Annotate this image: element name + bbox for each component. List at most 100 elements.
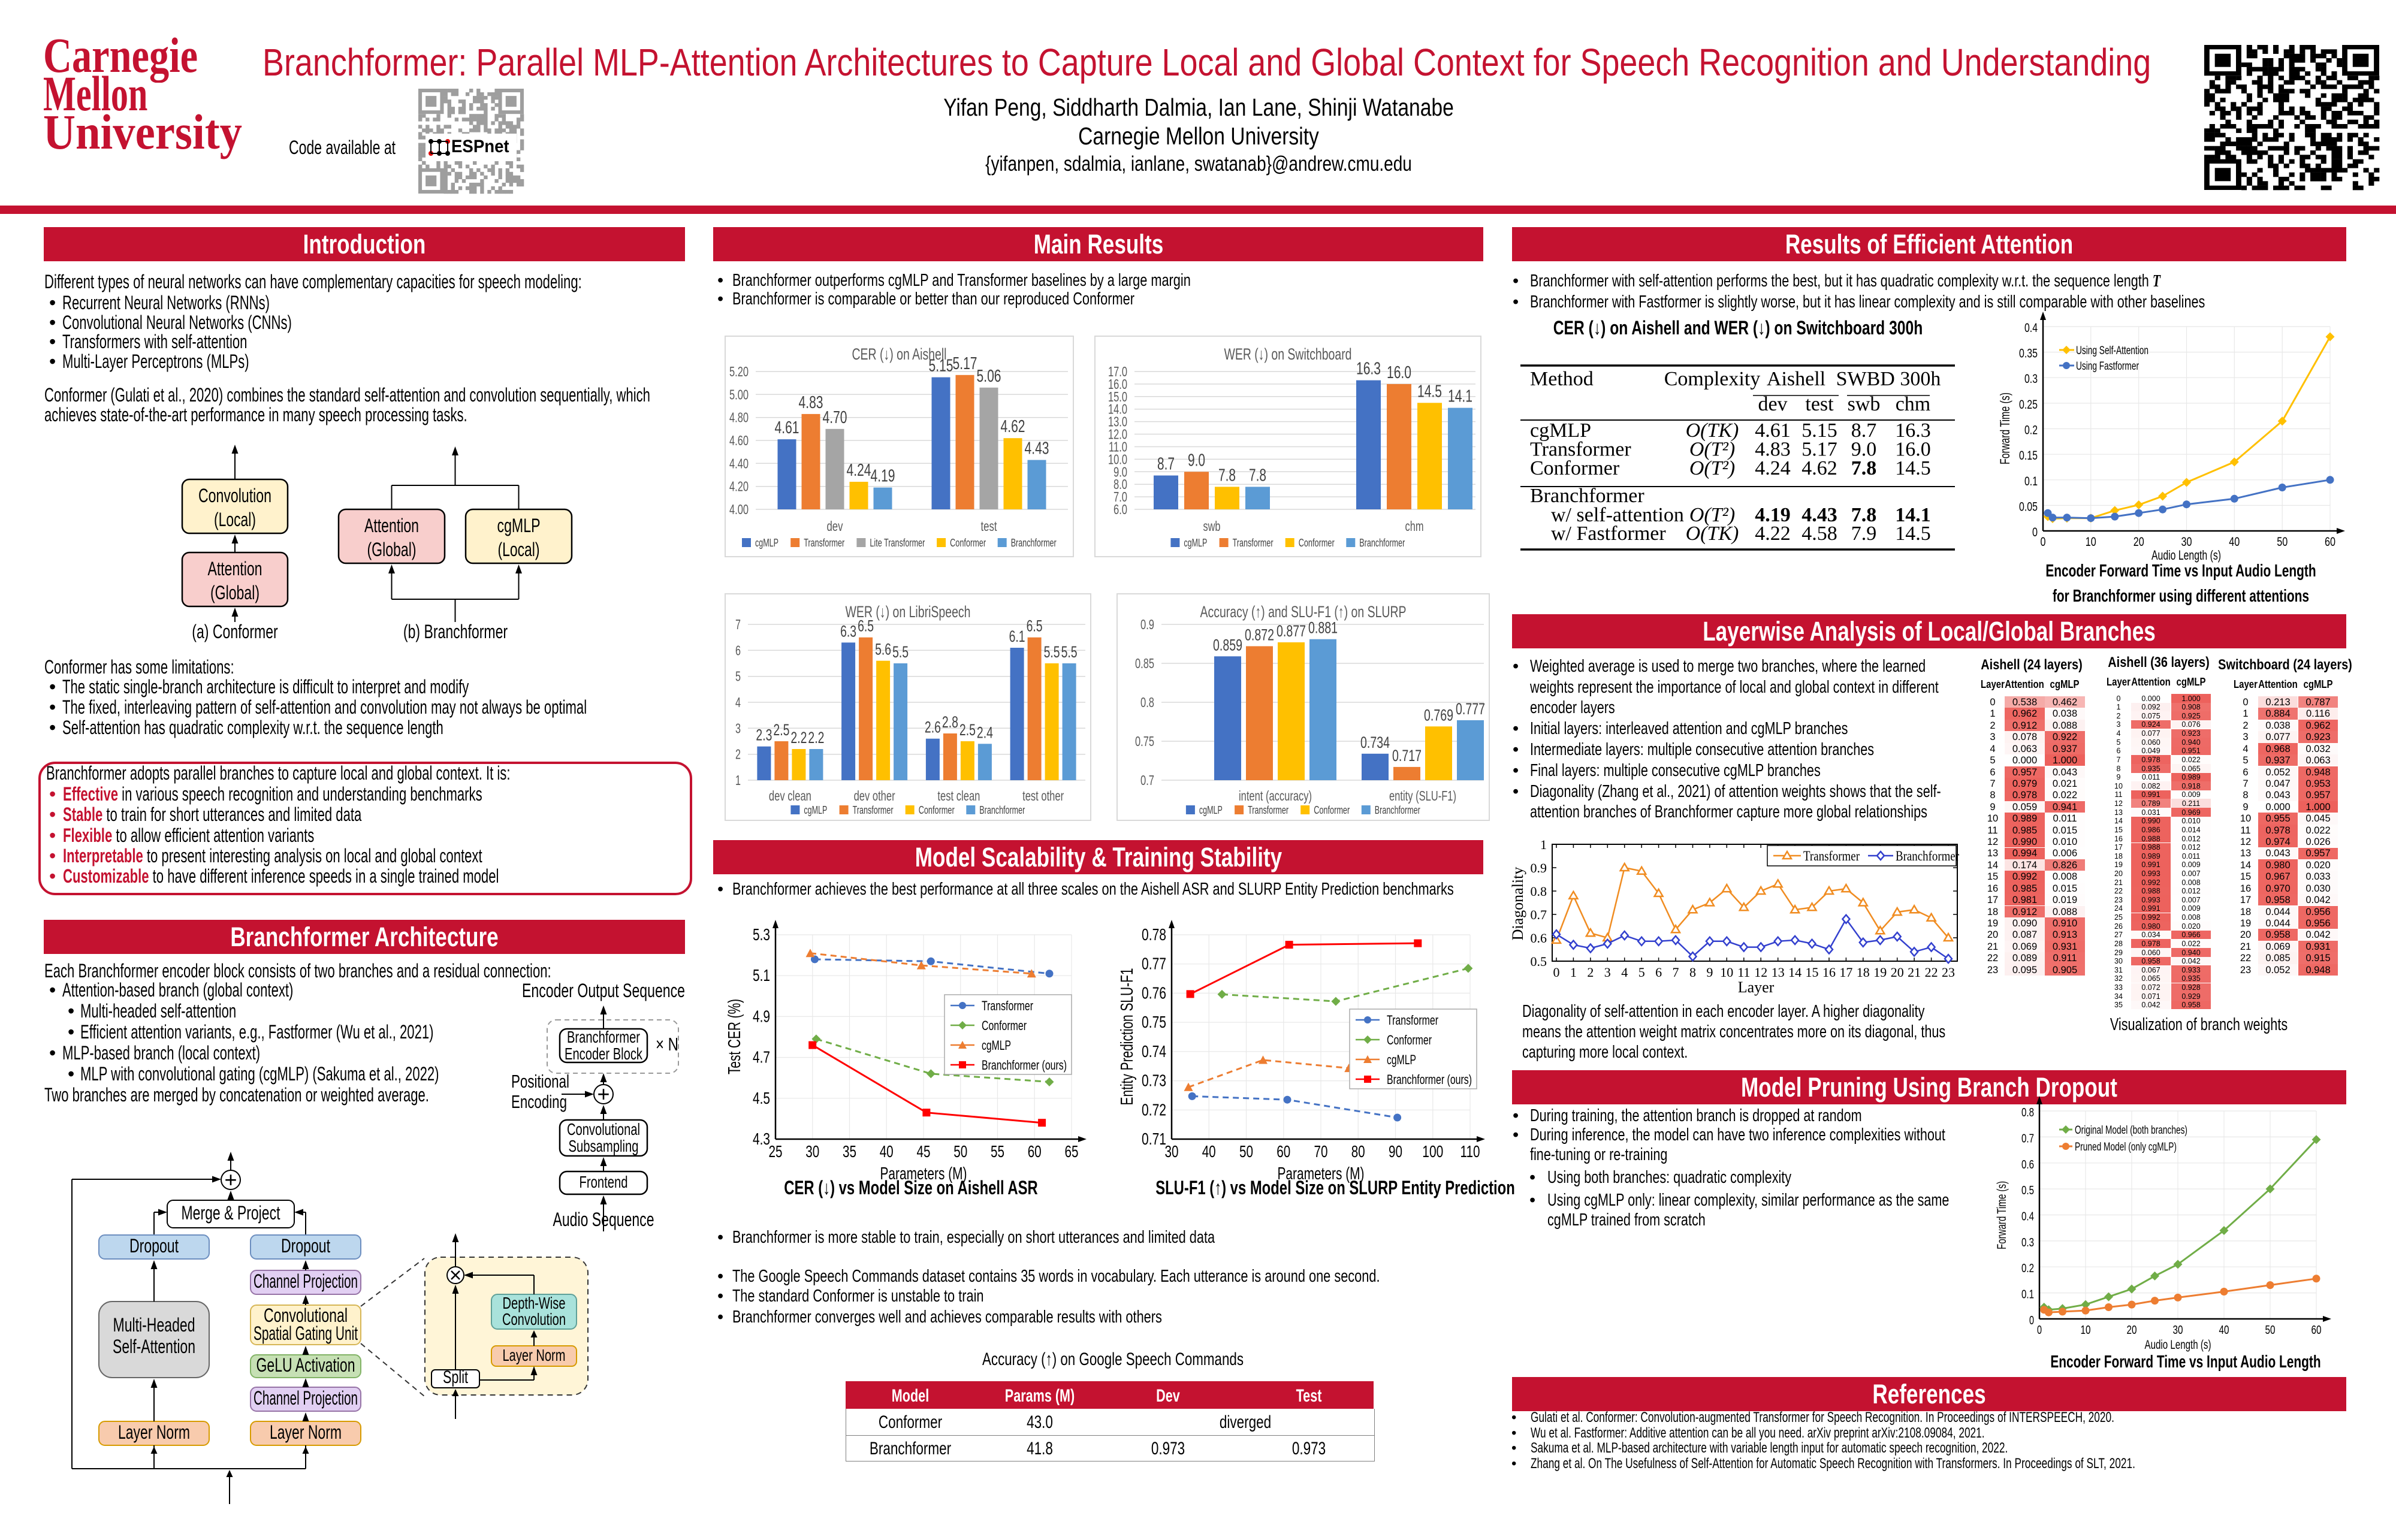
svg-text:Transformer: Transformer	[1803, 848, 1860, 863]
svg-text:Transformer: Transformer	[982, 998, 1033, 1013]
svg-text:8: 8	[1689, 965, 1696, 980]
svg-text:Branchformer: Branchformer	[1375, 804, 1420, 816]
svg-text:4.9: 4.9	[753, 1007, 770, 1025]
svg-text:0.1: 0.1	[2021, 1288, 2034, 1302]
svg-text:4.60: 4.60	[729, 433, 749, 448]
svg-text:Attention: Attention	[364, 515, 419, 536]
svg-text:60: 60	[1277, 1142, 1290, 1161]
svg-text:0.6: 0.6	[2021, 1158, 2034, 1171]
svg-text:Branchformer: Branchformer	[979, 804, 1025, 816]
svg-text:cgMLP: cgMLP	[804, 804, 827, 816]
svg-text:11.0: 11.0	[1109, 439, 1127, 455]
svg-text:Branchformer: Branchformer	[567, 1028, 640, 1046]
svg-text:10.0: 10.0	[1108, 451, 1127, 467]
svg-text:Multi-Headed: Multi-Headed	[113, 1314, 195, 1336]
svg-text:40: 40	[880, 1142, 894, 1161]
svg-text:0.75: 0.75	[1135, 733, 1154, 749]
svg-text:14.5: 14.5	[1895, 523, 1931, 545]
svg-text:0.73: 0.73	[1142, 1071, 1166, 1090]
svg-text:14.5: 14.5	[1417, 382, 1442, 401]
svg-text:45: 45	[917, 1142, 931, 1161]
svg-text:5.00: 5.00	[729, 386, 749, 402]
svg-text:Self-Attention: Self-Attention	[113, 1336, 195, 1357]
svg-text:0.881: 0.881	[1308, 619, 1338, 637]
svg-text:0.71: 0.71	[1142, 1130, 1166, 1148]
svg-text:14.1: 14.1	[1448, 387, 1472, 406]
svg-text:dev clean: dev clean	[769, 788, 811, 804]
svg-text:Convolutional: Convolutional	[264, 1305, 348, 1326]
svg-text:Original Model (both branches): Original Model (both branches)	[2075, 1124, 2187, 1137]
svg-text:1: 1	[1540, 837, 1547, 852]
svg-text:4.5: 4.5	[753, 1089, 770, 1107]
svg-text:40: 40	[2219, 1324, 2229, 1337]
svg-text:5.15: 5.15	[929, 357, 953, 376]
svg-text:Test CER (%): Test CER (%)	[725, 999, 744, 1074]
svg-text:+: +	[224, 1167, 237, 1192]
svg-text:6.3: 6.3	[840, 622, 856, 640]
svg-text:Accuracy (↑) and SLU-F1 (↑) on: Accuracy (↑) and SLU-F1 (↑) on SLURP	[1200, 603, 1407, 621]
svg-text:7: 7	[735, 617, 741, 632]
svg-text:test: test	[1805, 393, 1834, 415]
svg-text:4.43: 4.43	[1025, 439, 1049, 458]
svg-text:0.85: 0.85	[1135, 656, 1154, 671]
svg-text:chm: chm	[1896, 393, 1931, 415]
svg-text:Dropout: Dropout	[129, 1235, 179, 1257]
svg-text:5: 5	[735, 669, 741, 684]
svg-text:(Local): (Local)	[214, 509, 256, 530]
svg-text:70: 70	[1314, 1142, 1328, 1161]
svg-text:dev: dev	[1758, 393, 1787, 415]
svg-text:50: 50	[2277, 535, 2288, 549]
svg-text:4.70: 4.70	[823, 408, 847, 427]
svg-text:cgMLP: cgMLP	[1184, 537, 1207, 549]
svg-text:40: 40	[1202, 1142, 1216, 1161]
svg-text:chm: chm	[1405, 518, 1424, 534]
svg-text:Convolution: Convolution	[502, 1310, 566, 1328]
svg-text:0.4: 0.4	[2024, 321, 2038, 335]
svg-text:0.7: 0.7	[1531, 907, 1547, 922]
svg-text:Convolution: Convolution	[198, 485, 271, 506]
svg-text:Layer Norm: Layer Norm	[270, 1421, 342, 1443]
svg-text:Aishell: Aishell	[1767, 368, 1825, 390]
svg-text:Forward Time (s): Forward Time (s)	[1997, 392, 2012, 464]
svg-text:cgMLP: cgMLP	[982, 1038, 1011, 1053]
svg-text:30: 30	[805, 1142, 819, 1161]
svg-text:Diagonality: Diagonality	[1510, 867, 1526, 941]
svg-text:4.58: 4.58	[1801, 523, 1837, 545]
svg-text:6.1: 6.1	[1009, 627, 1025, 645]
svg-text:0.72: 0.72	[1142, 1100, 1166, 1119]
svg-text:0.35: 0.35	[2019, 347, 2038, 361]
svg-text:Transformer: Transformer	[804, 537, 844, 549]
svg-text:0.4: 0.4	[2021, 1210, 2034, 1224]
svg-text:Branchformer: Branchformer	[1011, 537, 1057, 549]
svg-text:(Global): (Global)	[210, 582, 259, 603]
svg-text:5.17: 5.17	[953, 354, 977, 373]
svg-text:+: +	[597, 1082, 609, 1106]
svg-text:4.83: 4.83	[799, 393, 823, 412]
svg-text:4: 4	[1621, 965, 1628, 980]
svg-text:14: 14	[1788, 965, 1801, 980]
svg-text:Encoder Block: Encoder Block	[565, 1044, 643, 1063]
svg-text:5.5: 5.5	[1044, 643, 1060, 661]
svg-text:2.5: 2.5	[959, 721, 976, 739]
svg-text:5.15: 5.15	[1801, 419, 1837, 442]
svg-text:22: 22	[1925, 965, 1938, 980]
svg-text:7.8: 7.8	[1249, 466, 1266, 485]
svg-text:7.0: 7.0	[1113, 489, 1127, 505]
svg-text:0.717: 0.717	[1392, 747, 1422, 765]
svg-text:0.78: 0.78	[1142, 925, 1166, 944]
svg-text:Conformer: Conformer	[919, 804, 955, 816]
svg-text:test: test	[981, 518, 997, 534]
svg-text:Entity Prediction SLU-F1: Entity Prediction SLU-F1	[1118, 968, 1137, 1106]
svg-text:60: 60	[2325, 535, 2335, 549]
svg-text:60: 60	[1028, 1142, 1042, 1161]
svg-text:0.6: 0.6	[1531, 931, 1547, 946]
svg-text:2.5: 2.5	[773, 721, 789, 739]
svg-text:4.7: 4.7	[753, 1048, 770, 1067]
svg-text:9.0: 9.0	[1188, 451, 1205, 470]
svg-text:Encoder Output Sequence: Encoder Output Sequence	[522, 983, 685, 1001]
svg-text:WER (↓) on LibriSpeech: WER (↓) on LibriSpeech	[846, 603, 971, 621]
svg-text:4.19: 4.19	[1755, 504, 1791, 526]
svg-text:0.9: 0.9	[1531, 860, 1547, 875]
svg-text:Channel Projection: Channel Projection	[254, 1270, 358, 1292]
svg-text:Layer Norm: Layer Norm	[118, 1421, 190, 1443]
